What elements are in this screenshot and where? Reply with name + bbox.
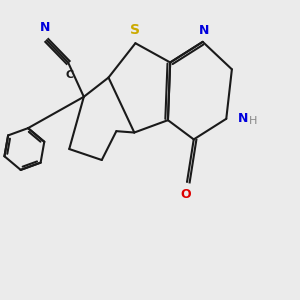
Text: N: N: [199, 23, 209, 37]
Text: N: N: [40, 21, 50, 34]
Text: O: O: [180, 188, 191, 202]
Text: N: N: [238, 112, 248, 125]
Text: H: H: [249, 116, 258, 126]
Text: C: C: [65, 70, 74, 80]
Text: S: S: [130, 23, 140, 37]
